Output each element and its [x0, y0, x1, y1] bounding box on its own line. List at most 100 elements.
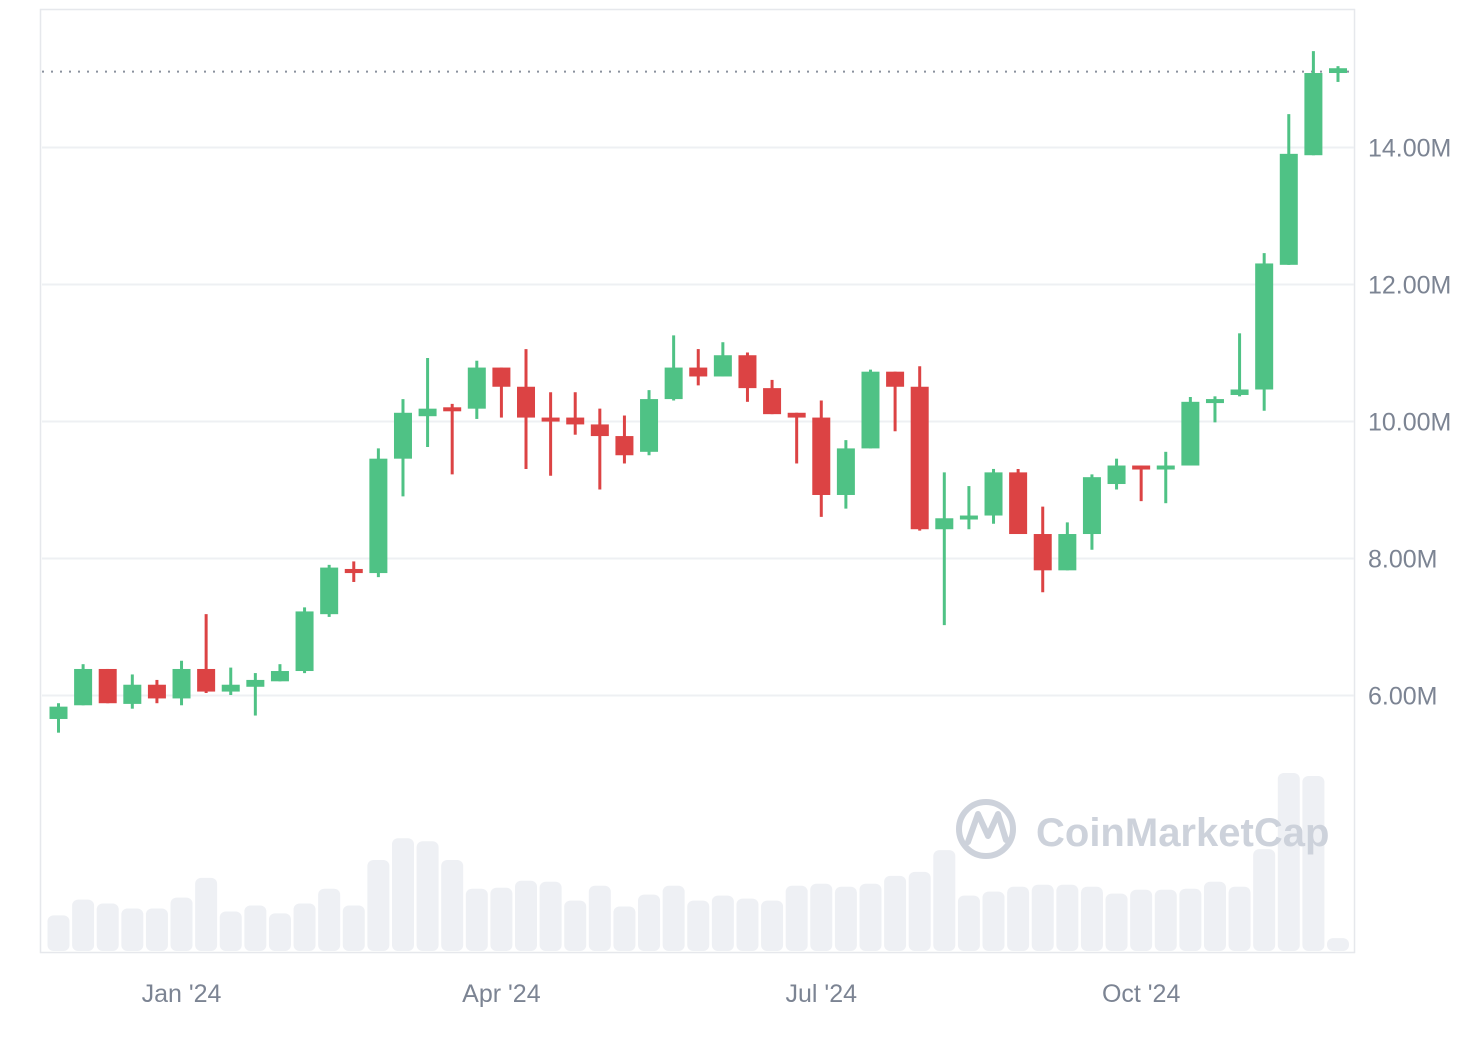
candle-body	[344, 568, 363, 574]
watermark-text: CoinMarketCap	[1036, 811, 1329, 855]
candle-body	[1329, 68, 1347, 74]
candle[interactable]	[270, 664, 289, 682]
candle-body	[1107, 465, 1126, 485]
y-tick-label: 12.00M	[1368, 272, 1451, 300]
candle[interactable]	[1009, 468, 1028, 535]
candle-body	[320, 567, 339, 615]
candle[interactable]	[738, 352, 757, 402]
x-tick-label: Apr '24	[462, 980, 541, 1008]
candle[interactable]	[664, 335, 683, 401]
candle[interactable]	[787, 412, 806, 464]
candles[interactable]	[49, 51, 1348, 733]
candle[interactable]	[1279, 114, 1298, 265]
candle-body	[1255, 263, 1274, 390]
candle[interactable]	[369, 448, 388, 578]
candle-body	[172, 668, 191, 699]
volume-bar	[244, 905, 267, 951]
candle[interactable]	[935, 472, 954, 626]
volume-bar	[1130, 889, 1153, 951]
coinmarketcap-logo-icon	[956, 799, 1016, 859]
candle-body	[886, 371, 905, 387]
candle-body	[1181, 401, 1200, 466]
volume-bar	[1031, 884, 1054, 951]
volume-bar	[490, 887, 513, 951]
volume-bar	[367, 860, 390, 951]
volume-bar	[761, 900, 784, 951]
volume-bar	[834, 886, 857, 951]
candle[interactable]	[959, 486, 978, 530]
candle[interactable]	[1107, 458, 1126, 490]
volume-bar	[441, 860, 464, 951]
candle-body	[738, 355, 757, 389]
candle-body	[418, 408, 437, 417]
candle[interactable]	[640, 390, 659, 456]
candle[interactable]	[393, 399, 412, 497]
candle[interactable]	[812, 400, 831, 517]
candle[interactable]	[984, 468, 1003, 524]
candle-body	[1132, 465, 1151, 470]
candle[interactable]	[1156, 451, 1175, 504]
volume-bar	[465, 888, 488, 951]
volume-bar	[908, 871, 931, 951]
candle[interactable]	[689, 349, 708, 386]
candle[interactable]	[1255, 253, 1274, 411]
candle[interactable]	[1304, 51, 1323, 156]
candle[interactable]	[1230, 333, 1249, 397]
candle-body	[713, 355, 732, 377]
candle[interactable]	[295, 607, 314, 674]
candle[interactable]	[910, 366, 929, 531]
candle[interactable]	[320, 564, 339, 617]
candle[interactable]	[517, 349, 536, 469]
x-tick-label: Jul '24	[786, 980, 858, 1008]
candle[interactable]	[1058, 522, 1077, 571]
candle[interactable]	[147, 679, 166, 704]
candle[interactable]	[1181, 397, 1200, 466]
candle[interactable]	[197, 614, 216, 693]
volume-bar	[588, 885, 611, 951]
volume-bar	[539, 881, 562, 951]
candle[interactable]	[886, 371, 905, 432]
candle-body	[959, 515, 978, 520]
candle-body	[1304, 73, 1323, 156]
candle[interactable]	[1082, 474, 1101, 550]
candle[interactable]	[1329, 66, 1347, 82]
volume-bar	[1154, 889, 1177, 951]
volume-bar	[1203, 881, 1226, 951]
candle[interactable]	[49, 703, 68, 733]
candle[interactable]	[492, 367, 511, 418]
candle[interactable]	[172, 660, 191, 706]
candle[interactable]	[221, 667, 240, 695]
candle[interactable]	[1033, 506, 1052, 593]
candle[interactable]	[861, 369, 880, 449]
candle-body	[246, 679, 265, 687]
volume-bars	[47, 773, 1349, 951]
candle[interactable]	[467, 360, 486, 419]
y-tick-label: 14.00M	[1368, 135, 1451, 163]
volume-bar	[1302, 775, 1325, 951]
candle[interactable]	[590, 408, 609, 490]
candle[interactable]	[541, 392, 560, 476]
candle[interactable]	[1132, 465, 1151, 502]
candle[interactable]	[615, 415, 634, 464]
candle-body	[1205, 399, 1224, 404]
candle[interactable]	[74, 664, 93, 706]
candle[interactable]	[763, 379, 782, 415]
candle[interactable]	[418, 357, 437, 448]
volume-bar	[268, 913, 291, 951]
candle-body	[984, 472, 1003, 516]
candle[interactable]	[443, 403, 462, 475]
candle[interactable]	[123, 674, 142, 709]
volume-bar	[515, 880, 538, 951]
candle[interactable]	[246, 673, 265, 716]
candle[interactable]	[566, 392, 585, 435]
candle-body	[98, 668, 117, 704]
volume-bar	[1327, 938, 1349, 951]
candle[interactable]	[1205, 396, 1224, 423]
candle[interactable]	[836, 440, 855, 509]
candle[interactable]	[98, 668, 117, 704]
candle-body	[74, 668, 93, 706]
candle[interactable]	[344, 561, 363, 582]
candle[interactable]	[713, 342, 732, 377]
volume-bar	[1056, 884, 1079, 951]
